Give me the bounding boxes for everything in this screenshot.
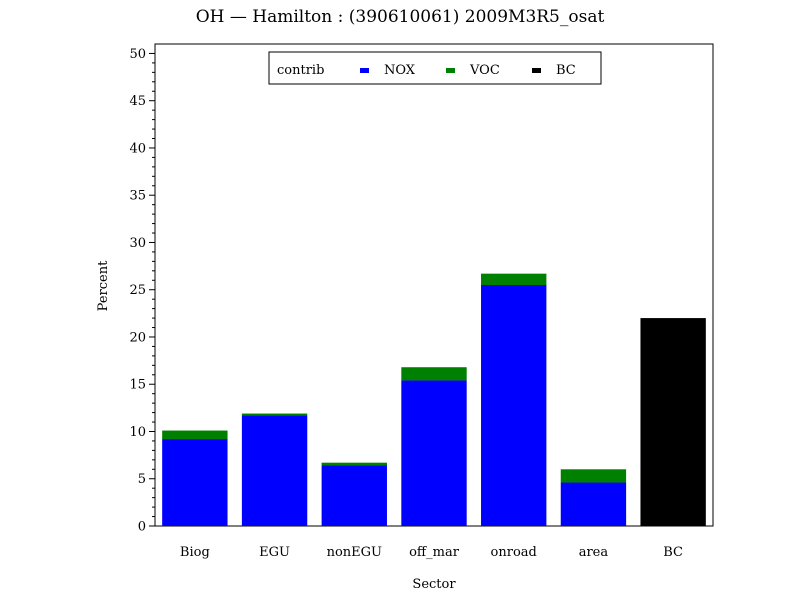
x-tick-label: Biog: [180, 545, 210, 560]
bar-off_mar-NOX: [401, 380, 467, 526]
bar-EGU-VOC: [241, 413, 308, 416]
y-axis: 0 5 10 15 20 25 30 35 40 45 50: [129, 47, 155, 535]
legend-title: contrib: [277, 63, 324, 78]
bar-Biog-VOC: [162, 430, 228, 440]
chart-title: OH — Hamilton : (390610061) 2009M3R5_osa…: [196, 7, 605, 27]
legend-label-BC: BC: [556, 63, 576, 78]
bar-onroad-VOC: [481, 273, 547, 285]
y-tick-label: 35: [129, 189, 146, 204]
x-axis: Biog EGU nonEGU off_mar onroad area BC: [180, 545, 683, 560]
y-tick-label: 20: [129, 330, 146, 345]
y-tick-label: 5: [138, 472, 146, 487]
legend: contrib NOX VOC BC: [268, 51, 602, 85]
x-tick-label: nonEGU: [327, 545, 382, 560]
y-tick-label: 50: [129, 47, 146, 62]
x-tick-label: area: [579, 545, 609, 560]
y-tick-label: 25: [129, 283, 146, 298]
legend-label-NOX: NOX: [384, 63, 416, 78]
bar-nonEGU-VOC: [321, 462, 387, 466]
bar-area-NOX: [560, 482, 627, 526]
bar-area-VOC: [560, 469, 627, 483]
y-tick-label: 15: [129, 378, 146, 393]
y-tick-label: 40: [129, 141, 146, 156]
bar-onroad-NOX: [481, 285, 547, 526]
bar-BC-BC: [640, 318, 706, 526]
y-tick-label: 30: [129, 236, 146, 251]
legend-swatch-VOC: [446, 68, 455, 73]
y-axis-title: Percent: [96, 260, 111, 311]
y-tick-label: 0: [138, 520, 146, 535]
x-tick-label: EGU: [259, 545, 290, 560]
legend-box: [268, 51, 602, 85]
legend-swatch-NOX: [360, 68, 369, 73]
y-tick-label: 10: [129, 425, 146, 440]
x-axis-title: Sector: [412, 577, 456, 592]
x-tick-label: BC: [663, 545, 683, 560]
x-tick-label: off_mar: [409, 545, 460, 560]
bar-Biog-NOX: [162, 439, 228, 526]
x-tick-label: onroad: [491, 545, 537, 560]
legend-swatch-BC: [532, 68, 541, 73]
bars: [162, 273, 706, 526]
bar-off_mar-VOC: [401, 367, 467, 381]
bar-EGU-NOX: [241, 415, 308, 526]
y-tick-label: 45: [129, 94, 146, 109]
bar-nonEGU-NOX: [321, 465, 387, 526]
legend-label-VOC: VOC: [469, 63, 500, 78]
